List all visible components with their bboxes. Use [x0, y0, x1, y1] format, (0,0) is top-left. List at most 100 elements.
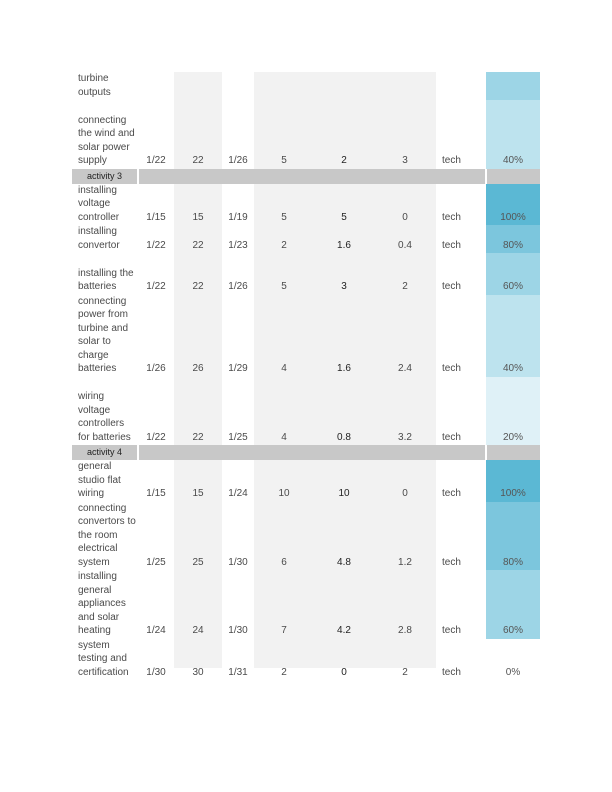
- days-remaining: 3: [402, 155, 408, 166]
- start-date: 1/22: [146, 239, 166, 251]
- percent-complete-cell: 100%: [486, 183, 540, 225]
- percent-complete-cell: 60%: [486, 570, 540, 639]
- end-date: 1/26: [228, 155, 248, 166]
- band-fill: [487, 445, 540, 460]
- table-row: 100% general studio flat wiring 1/15 15 1/24…: [0, 460, 612, 502]
- start-day: 15: [192, 211, 204, 223]
- task-description: system testing and certification: [78, 639, 129, 678]
- task-description: general studio flat wiring: [78, 461, 121, 499]
- task-description: connecting the wind and solar power supp…: [78, 114, 135, 167]
- start-day: 22: [192, 239, 204, 251]
- days-remaining: 0: [402, 211, 408, 223]
- owner: tech: [442, 431, 461, 443]
- band-fill: [487, 168, 540, 184]
- task-description: installing convertor: [78, 226, 120, 251]
- percent-complete-cell: 20%: [486, 376, 540, 445]
- end-date: 1/26: [228, 281, 248, 292]
- days-remaining: 2.4: [398, 363, 412, 374]
- percent-complete: 80%: [502, 556, 523, 568]
- start-date: 1/24: [146, 625, 166, 636]
- days-remaining: 1.2: [398, 556, 412, 568]
- activity-header-row: activity 4: [0, 445, 612, 460]
- days-remaining: 2.8: [398, 625, 412, 636]
- table-row: turbine outputs: [0, 72, 612, 100]
- duration: 6: [281, 556, 287, 568]
- start-day: 22: [192, 155, 204, 166]
- duration: 7: [281, 625, 287, 636]
- percent-complete: 0%: [505, 666, 521, 678]
- band-fill: [139, 445, 485, 460]
- percent-complete-cell: 40%: [486, 294, 540, 377]
- task-description: wiring voltage controllers for batteries: [78, 391, 131, 443]
- task-description: installing the batteries: [78, 267, 134, 293]
- start-day: 30: [192, 666, 204, 678]
- days-complete: 0.8: [337, 431, 351, 443]
- percent-complete-cell: 80%: [486, 225, 540, 253]
- days-complete: 1.6: [337, 239, 351, 251]
- start-day: 26: [192, 363, 204, 374]
- table-row: 40% connecting the wind and solar power s…: [0, 100, 612, 169]
- table-row: 20% wiring voltage controllers for batter…: [0, 376, 612, 445]
- end-date: 1/29: [228, 363, 248, 374]
- start-date: 1/26: [146, 363, 166, 374]
- percent-complete: 60%: [502, 281, 523, 292]
- duration: 4: [281, 431, 287, 443]
- days-remaining: 0: [402, 488, 408, 499]
- end-date: 1/23: [228, 239, 248, 251]
- start-day: 22: [192, 281, 204, 292]
- owner: tech: [442, 363, 461, 374]
- owner: tech: [442, 281, 461, 292]
- task-description: turbine outputs: [78, 73, 111, 98]
- days-complete: 3: [341, 281, 347, 292]
- days-remaining: 2: [402, 666, 408, 678]
- duration: 5: [281, 211, 287, 223]
- task-description: connecting power from turbine and solar …: [78, 295, 129, 375]
- end-date: 1/25: [228, 431, 248, 443]
- table-row: 40% connecting power from turbine and sol…: [0, 294, 612, 377]
- days-complete: 1.6: [337, 363, 351, 374]
- percent-complete: 100%: [500, 488, 526, 499]
- percent-complete: 60%: [502, 625, 523, 636]
- activity-label: activity 4: [72, 445, 137, 460]
- days-remaining: 3.2: [398, 431, 412, 443]
- table-row: 60% installing the batteries 1/22 22 1/26 5 3 2…: [0, 253, 612, 295]
- days-remaining: 0.4: [398, 239, 412, 251]
- owner: tech: [442, 211, 461, 223]
- start-day: 22: [192, 431, 204, 443]
- days-complete: 10: [338, 488, 350, 499]
- table-row: 0% system testing and certification 1/30 30…: [0, 638, 612, 680]
- duration: 5: [281, 281, 287, 292]
- days-complete: 4.2: [337, 625, 351, 636]
- table-row: 100% installing voltage controller 1/15 15 1…: [0, 183, 612, 225]
- owner: tech: [442, 666, 461, 678]
- owner: tech: [442, 625, 461, 636]
- percent-complete: 20%: [502, 431, 523, 443]
- end-date: 1/24: [228, 488, 248, 499]
- table-row: 60% installing general appliances and sol…: [0, 570, 612, 639]
- duration: 4: [281, 363, 287, 374]
- percent-complete: 80%: [502, 239, 523, 251]
- band-fill: [139, 168, 485, 184]
- days-remaining: 2: [402, 281, 408, 292]
- task-table: turbine outputs 40% connecting the wind an…: [0, 72, 612, 680]
- percent-complete-cell: 0%: [486, 638, 540, 680]
- end-date: 1/30: [228, 625, 248, 636]
- percent-complete-cell: 60%: [486, 253, 540, 295]
- percent-complete: 40%: [502, 155, 523, 166]
- days-complete: 4.8: [337, 556, 351, 568]
- end-date: 1/30: [228, 556, 248, 568]
- duration: 2: [281, 239, 287, 251]
- task-description: installing voltage controller: [78, 184, 120, 223]
- duration: 10: [278, 488, 290, 499]
- start-day: 15: [192, 488, 204, 499]
- percent-complete-cell: 40%: [486, 100, 540, 169]
- end-date: 1/19: [228, 211, 248, 223]
- table-row: 80% connecting convertors to the room ele…: [0, 501, 612, 570]
- start-day: 25: [192, 556, 204, 568]
- days-complete: 2: [341, 155, 347, 166]
- table-row: 80% installing convertor 1/22 22 1/23 2 1.6 0.4…: [0, 225, 612, 253]
- task-description: connecting convertors to the room electr…: [78, 502, 136, 568]
- start-date: 1/15: [146, 211, 166, 223]
- start-day: 24: [192, 625, 204, 636]
- percent-complete: 100%: [500, 211, 526, 223]
